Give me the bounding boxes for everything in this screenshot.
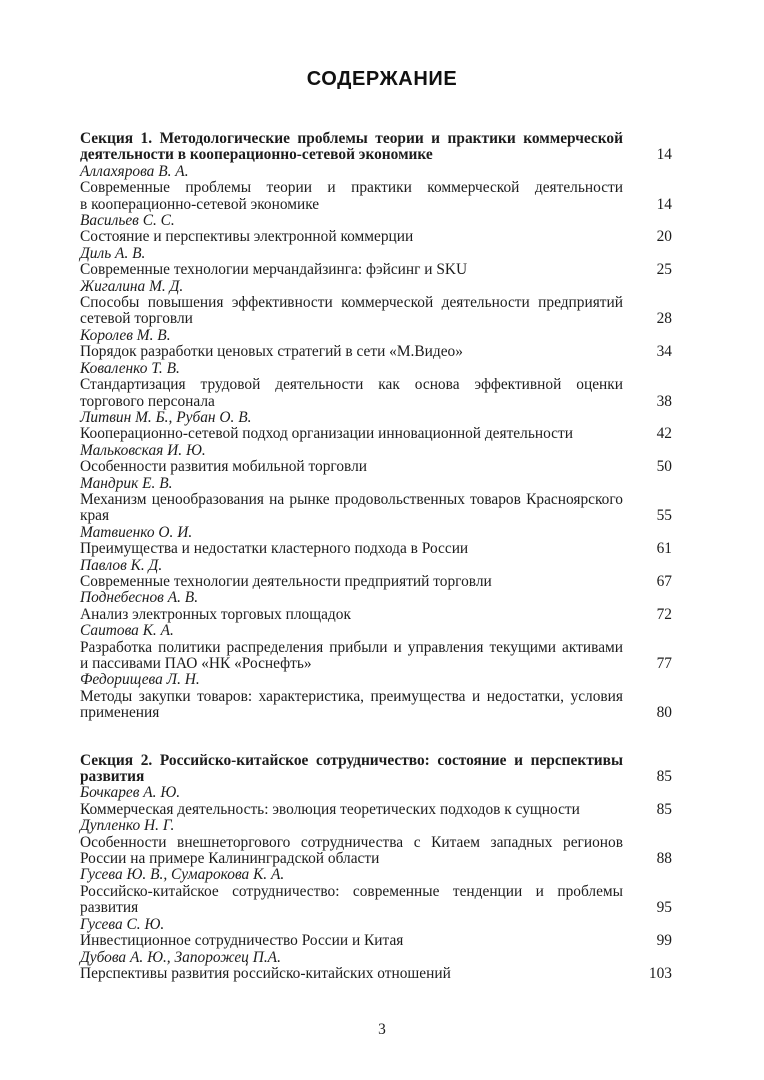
entry-authors: Матвиенко О. И.	[80, 523, 193, 541]
entry-title: Разработка политики распределения прибыл…	[80, 638, 623, 672]
entry-title: Особенности развития мобильной торговли	[80, 458, 368, 476]
entry-authors: Павлов К. Д.	[80, 556, 163, 574]
entry-authors: Мальковская И. Ю.	[80, 441, 206, 459]
entry-authors: Королев М. В.	[80, 326, 171, 344]
toc-entry-row: Разработка политики распределения прибыл…	[80, 638, 672, 673]
toc-entry-row: Современные технологии деятельности пред…	[80, 572, 672, 590]
toc-entry-row: Механизм ценообразования на рынке продов…	[80, 490, 672, 525]
entry-title: Преимущества и недостатки кластерного по…	[80, 540, 469, 558]
entry-page-number: 50	[656, 458, 672, 476]
entry-title: Инвестиционное сотрудничество России и К…	[80, 932, 404, 950]
entry-title: Анализ электронных торговых площадок	[80, 605, 351, 623]
toc-entry-row: Анализ электронных торговых площадок 72	[80, 605, 672, 623]
toc-entry-row: Стандартизация трудовой деятельности как…	[80, 376, 672, 410]
toc-entry-row: Современные проблемы теории и практики к…	[80, 180, 672, 213]
entry-authors: Поднебеснов А. В.	[80, 589, 199, 607]
entry-page-number: 88	[656, 850, 672, 868]
section-heading-row: Секция 2. Российско-китайское сотрудниче…	[80, 751, 672, 786]
entry-page-number: 55	[656, 507, 672, 525]
entry-page-number: 72	[656, 605, 672, 623]
entry-title: Кооперационно-сетевой подход организации…	[80, 425, 573, 443]
entry-title: Механизм ценообразования на рынке продов…	[80, 490, 623, 525]
entry-authors: Саитова К. А.	[80, 622, 174, 640]
toc-entry-row: Способы повышения эффективности коммерче…	[80, 294, 672, 328]
entry-title: Современные технологии деятельности пред…	[80, 572, 492, 590]
entry-title: Состояние и перспективы электронной комм…	[80, 228, 414, 246]
toc-entry-row: Современные технологии мерчандайзинга: ф…	[80, 261, 672, 279]
entry-page-number: 42	[656, 425, 672, 443]
entry-page-number: 77	[656, 655, 672, 672]
toc-entry-row: Инвестиционное сотрудничество России и К…	[80, 932, 672, 950]
entry-page-number: 34	[656, 343, 672, 361]
entry-page-number: 14	[656, 195, 672, 213]
section-heading-row: Секция 1. Методологические проблемы теор…	[80, 130, 672, 164]
entry-authors: Коваленко Т. В.	[80, 359, 180, 377]
entry-title: Методы закупки товаров: характеристика, …	[80, 687, 623, 722]
section-page-number: 85	[656, 768, 672, 786]
entry-title: Современные проблемы теории и практики к…	[80, 179, 623, 213]
page-title: СОДЕРЖАНИЕ	[306, 68, 458, 90]
entry-page-number: 99	[656, 932, 672, 950]
entry-authors: Бочкарев А. Ю.	[80, 784, 181, 802]
entry-page-number: 20	[656, 228, 672, 246]
toc-entry-row: Особенности внешнеторгового сотрудничест…	[80, 833, 672, 868]
entry-page-number: 85	[656, 800, 672, 818]
entry-page-number: 103	[648, 964, 672, 982]
entry-authors: Гусева Ю. В., Сумарокова К. А.	[80, 866, 285, 884]
toc-entry-row: Состояние и перспективы электронной комм…	[80, 228, 672, 246]
toc-entry-row: Коммерческая деятельность: эволюция теор…	[80, 800, 672, 818]
entry-authors: Мандрик Е. В.	[80, 474, 173, 492]
section-page-number: 14	[656, 146, 672, 164]
toc-entry-row: Российско-китайское сотрудничество: совр…	[80, 882, 672, 917]
toc-entry-row: Методы закупки товаров: характеристика, …	[80, 687, 672, 722]
section-heading: Секция 1. Методологические проблемы теор…	[80, 130, 623, 164]
entry-title: Стандартизация трудовой деятельности как…	[80, 376, 623, 410]
entry-authors: Гусева С. Ю.	[80, 915, 165, 933]
entry-page-number: 61	[656, 540, 672, 558]
entry-authors: Федорищева Л. Н.	[80, 671, 200, 689]
entry-title: Российско-китайское сотрудничество: совр…	[80, 882, 623, 917]
entry-authors: Жигалина М. Д.	[80, 277, 184, 295]
footer-page-number: 3	[378, 1021, 386, 1038]
entry-page-number: 38	[656, 392, 672, 410]
entry-authors: Аллахярова В. А.	[80, 162, 189, 180]
entry-page-number: 80	[656, 704, 672, 722]
entry-page-number: 95	[656, 899, 672, 917]
table-of-contents: Секция 1. Методологические проблемы теор…	[80, 130, 672, 983]
toc-entry-row: Кооперационно-сетевой подход организации…	[80, 425, 672, 443]
entry-page-number: 25	[656, 261, 672, 279]
toc-entry-row: Порядок разработки ценовых стратегий в с…	[80, 343, 672, 361]
entry-authors: Васильев С. С.	[80, 212, 175, 230]
section-heading: Секция 2. Российско-китайское сотрудниче…	[80, 751, 623, 786]
entry-title: Коммерческая деятельность: эволюция теор…	[80, 800, 580, 818]
entry-title: Особенности внешнеторгового сотрудничест…	[80, 833, 623, 868]
toc-section: Секция 1. Методологические проблемы теор…	[80, 130, 672, 722]
entry-authors: Литвин М. Б., Рубан О. В.	[80, 408, 252, 426]
toc-entry-row: Особенности развития мобильной торговли 5…	[80, 458, 672, 476]
toc-entry-row: Преимущества и недостатки кластерного по…	[80, 540, 672, 558]
toc-entry-row: Перспективы развития российско-китайских…	[80, 964, 672, 982]
entry-page-number: 67	[656, 572, 672, 590]
entry-title: Перспективы развития российско-китайских…	[80, 964, 451, 982]
entry-title: Современные технологии мерчандайзинга: ф…	[80, 261, 468, 279]
toc-section: Секция 2. Российско-китайское сотрудниче…	[80, 751, 672, 983]
entry-authors: Диль А. В.	[80, 244, 146, 262]
entry-page-number: 28	[656, 310, 672, 328]
entry-title: Способы повышения эффективности коммерче…	[80, 294, 623, 328]
entry-authors: Дупленко Н. Г.	[80, 817, 175, 835]
entry-title: Порядок разработки ценовых стратегий в с…	[80, 343, 463, 361]
entry-authors: Дубова А. Ю., Запорожец П.А.	[80, 948, 281, 966]
